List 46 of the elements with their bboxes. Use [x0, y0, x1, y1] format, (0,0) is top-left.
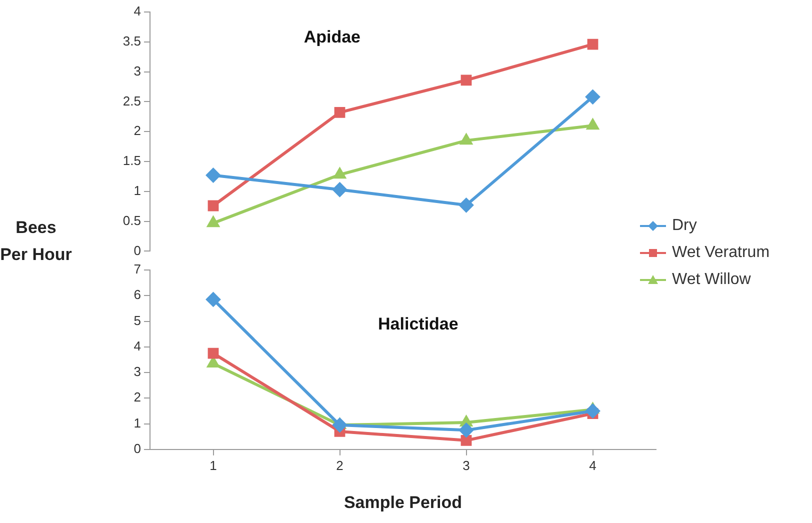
y-tick-label: 6 [134, 287, 141, 302]
point [332, 182, 348, 198]
point [460, 133, 473, 145]
point [208, 348, 219, 359]
point [334, 107, 346, 118]
y-tick-label: 2.5 [122, 93, 141, 108]
y-tick-label: 7 [134, 262, 141, 277]
legend-label: Wet Willow [672, 270, 751, 288]
x-tick-label: 1 [210, 458, 217, 473]
y-tick-label: 4 [134, 338, 141, 354]
y-tick-label: 3 [134, 63, 141, 78]
point [586, 118, 600, 130]
y-axis-title: Bees Per Hour [0, 217, 72, 266]
legend-label: Dry [672, 216, 697, 234]
y-tick-label: 0 [134, 242, 141, 258]
y-tick-label: 3 [134, 364, 141, 380]
y-tick-label: 1.5 [122, 153, 141, 168]
y-tick-label: 5 [134, 312, 141, 328]
y-tick-label: 4 [134, 4, 141, 19]
y-tick-label: 1 [134, 415, 141, 430]
point [585, 403, 600, 418]
point [332, 418, 348, 433]
y-tick-label: 3.5 [122, 33, 141, 48]
point [333, 167, 346, 179]
y-tick-label: 0.5 [122, 212, 141, 228]
legend-label: Wet Veratrum [672, 244, 770, 262]
point [585, 89, 600, 104]
y-tick-label: 0 [134, 440, 141, 456]
x-tick-label: 2 [336, 458, 344, 473]
y-tick-label: 1 [134, 182, 141, 198]
x-tick-label: 4 [589, 458, 596, 473]
point [206, 168, 221, 183]
point [587, 38, 598, 50]
text: Apidae [304, 28, 361, 47]
y-tick-label: 2 [134, 390, 141, 405]
point [458, 198, 474, 213]
point [458, 422, 474, 438]
x-axis-title: Sample Period [342, 493, 464, 513]
y-tick-label: 2 [134, 123, 141, 138]
point [460, 434, 472, 446]
point [460, 74, 472, 86]
point [206, 292, 221, 307]
x-tick-label: 3 [462, 458, 470, 473]
text: Halictidae [378, 314, 458, 334]
point [208, 200, 219, 212]
point [206, 216, 220, 228]
